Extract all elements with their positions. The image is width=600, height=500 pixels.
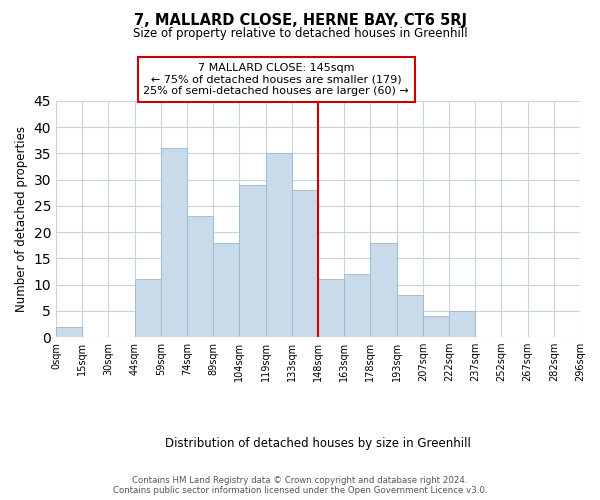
Bar: [56, 326, 82, 337]
Text: Contains HM Land Registry data © Crown copyright and database right 2024.
Contai: Contains HM Land Registry data © Crown c…: [113, 476, 487, 495]
Bar: [449, 311, 475, 337]
Bar: [397, 295, 423, 337]
Bar: [423, 316, 449, 337]
Bar: [134, 280, 161, 337]
Bar: [370, 242, 397, 337]
Bar: [213, 242, 239, 337]
Bar: [318, 280, 344, 337]
Y-axis label: Number of detached properties: Number of detached properties: [15, 126, 28, 312]
Bar: [161, 148, 187, 337]
Bar: [292, 190, 318, 337]
Bar: [344, 274, 370, 337]
X-axis label: Distribution of detached houses by size in Greenhill: Distribution of detached houses by size …: [165, 437, 471, 450]
Bar: [239, 185, 266, 337]
Text: 7 MALLARD CLOSE: 145sqm
← 75% of detached houses are smaller (179)
25% of semi-d: 7 MALLARD CLOSE: 145sqm ← 75% of detache…: [143, 63, 409, 96]
Bar: [187, 216, 213, 337]
Bar: [266, 154, 292, 337]
Text: Size of property relative to detached houses in Greenhill: Size of property relative to detached ho…: [133, 28, 467, 40]
Text: 7, MALLARD CLOSE, HERNE BAY, CT6 5RJ: 7, MALLARD CLOSE, HERNE BAY, CT6 5RJ: [133, 12, 467, 28]
